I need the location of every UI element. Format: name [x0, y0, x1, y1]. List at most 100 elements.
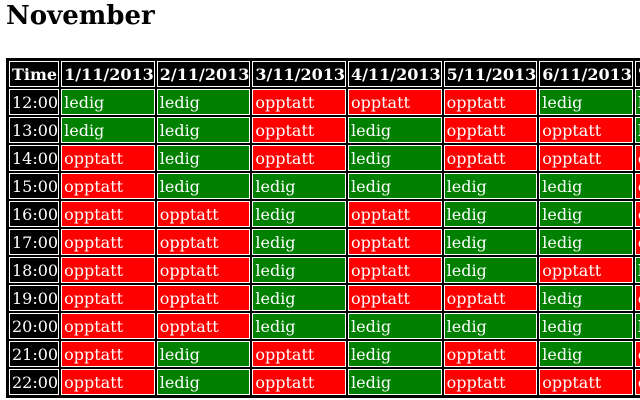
table-row: 20:00opptattopptattledigledigledigledigl…: [9, 313, 640, 339]
slot-free-cell: ledig: [347, 173, 442, 199]
slot-free-cell: ledig: [539, 341, 633, 367]
availability-table: Time 1/11/2013 2/11/2013 3/11/2013 4/11/201…: [6, 58, 640, 398]
time-column-header: Time: [9, 61, 60, 87]
time-cell: 16:00: [9, 201, 60, 227]
slot-busy-cell: opptatt: [634, 341, 640, 367]
page-title: November: [6, 1, 155, 31]
table-row: 14:00 opptatt ledig opptatt ledig opptatt oppt…: [9, 145, 640, 171]
date-column-header: 3/11/2013: [252, 61, 346, 87]
date-column-header: 1/11/2013: [61, 61, 155, 87]
slot-busy-cell: opptatt: [61, 369, 155, 395]
slot-free-cell: ledig: [156, 369, 251, 395]
table-body: 12:00 ledig ledig opptatt opptatt opptatt ledi…: [9, 89, 640, 395]
slot-free-cell: ledig: [539, 229, 633, 255]
time-cell: 13:00: [9, 117, 60, 143]
time-cell: 19:00: [9, 285, 60, 311]
table-row: 12:00 ledig ledig opptatt opptatt opptatt ledi…: [9, 89, 640, 115]
table-header-row: Time 1/11/2013 2/11/2013 3/11/2013 4/11/201…: [9, 61, 640, 87]
slot-busy-cell: opptatt: [347, 201, 442, 227]
table-row: 19:00 opptatt opptatt ledig opptatt opptatt le…: [9, 285, 640, 311]
slot-free-cell: ledig: [634, 89, 640, 115]
slot-free-cell: ledig: [252, 201, 346, 227]
slot-free-cell: ledig: [61, 89, 155, 115]
slot-free-cell: ledig: [156, 89, 251, 115]
slot-free-cell: ledig: [539, 89, 633, 115]
time-cell: 20:00: [9, 313, 60, 339]
table-row: 13:00 ledig ledig opptatt ledig opptatt opptat…: [9, 117, 640, 143]
slot-free-cell: ledig: [539, 201, 633, 227]
date-column-header: 7/11/2013: [634, 61, 640, 87]
time-cell: 22:00: [9, 369, 60, 395]
slot-busy-cell: opptatt: [61, 341, 155, 367]
slot-busy-cell: opptatt: [443, 285, 538, 311]
time-cell: 17:00: [9, 229, 60, 255]
slot-free-cell: ledig: [156, 173, 251, 199]
date-column-header: 6/11/2013: [539, 61, 633, 87]
slot-busy-cell: opptatt: [61, 145, 155, 171]
slot-busy-cell: opptatt: [61, 257, 155, 283]
slot-busy-cell: opptatt: [252, 117, 346, 143]
time-cell: 21:00: [9, 341, 60, 367]
slot-busy-cell: opptatt: [252, 341, 346, 367]
date-column-header: 4/11/2013: [347, 61, 442, 87]
slot-free-cell: ledig: [539, 173, 633, 199]
date-column-header: 2/11/2013: [156, 61, 251, 87]
slot-busy-cell: opptatt: [61, 201, 155, 227]
slot-free-cell: ledig: [539, 313, 633, 339]
slot-busy-cell: opptatt: [634, 229, 640, 255]
slot-busy-cell: opptatt: [61, 173, 155, 199]
slot-free-cell: ledig: [156, 145, 251, 171]
slot-busy-cell: opptatt: [156, 257, 251, 283]
slot-busy-cell: opptatt: [61, 285, 155, 311]
slot-busy-cell: opptatt: [252, 89, 346, 115]
time-cell: 14:00: [9, 145, 60, 171]
slot-free-cell: ledig: [252, 313, 346, 339]
slot-free-cell: ledig: [252, 229, 346, 255]
slot-busy-cell: opptatt: [539, 257, 633, 283]
slot-busy-cell: opptatt: [156, 285, 251, 311]
slot-busy-cell: opptatt: [539, 369, 633, 395]
slot-busy-cell: opptatt: [252, 145, 346, 171]
date-column-header: 5/11/2013: [443, 61, 538, 87]
slot-free-cell: ledig: [443, 257, 538, 283]
table-row: 16:00 opptatt opptatt ledig opptatt ledig ledi…: [9, 201, 640, 227]
slot-free-cell: ledig: [443, 173, 538, 199]
slot-busy-cell: opptatt: [443, 341, 538, 367]
slot-busy-cell: opptatt: [156, 313, 251, 339]
slot-free-cell: ledig: [156, 341, 251, 367]
slot-busy-cell: opptatt: [156, 201, 251, 227]
slot-free-cell: ledig: [347, 117, 442, 143]
table-row: 17:00 opptatt opptatt ledig opptatt ledig ledi…: [9, 229, 640, 255]
slot-free-cell: ledig: [252, 173, 346, 199]
slot-free-cell: ledig: [634, 313, 640, 339]
slot-busy-cell: opptatt: [634, 173, 640, 199]
slot-free-cell: ledig: [347, 341, 442, 367]
slot-free-cell: ledig: [252, 285, 346, 311]
time-cell: 18:00: [9, 257, 60, 283]
table-row: 22:00 opptatt ledig opptatt ledig opptatt oppt…: [9, 369, 640, 395]
slot-busy-cell: opptatt: [156, 229, 251, 255]
slot-busy-cell: opptatt: [634, 369, 640, 395]
slot-busy-cell: opptatt: [347, 257, 442, 283]
schedule-table-wrapper: Time 1/11/2013 2/11/2013 3/11/2013 4/11/201…: [6, 58, 640, 398]
slot-free-cell: ledig: [156, 117, 251, 143]
table-row: 21:00 opptatt ledig opptatt ledig opptatt ledi…: [9, 341, 640, 367]
slot-busy-cell: opptatt: [61, 229, 155, 255]
slot-free-cell: ledig: [347, 313, 442, 339]
slot-free-cell: ledig: [347, 145, 442, 171]
slot-free-cell: ledig: [634, 257, 640, 283]
slot-free-cell: ledig: [443, 313, 538, 339]
slot-free-cell: ledig: [634, 117, 640, 143]
slot-busy-cell: opptatt: [252, 369, 346, 395]
slot-free-cell: ledig: [539, 285, 633, 311]
slot-busy-cell: opptatt: [539, 145, 633, 171]
slot-busy-cell: opptatt: [347, 89, 442, 115]
slot-free-cell: ledig: [443, 201, 538, 227]
time-cell: 12:00: [9, 89, 60, 115]
slot-free-cell: ledig: [347, 369, 442, 395]
slot-busy-cell: opptatt: [443, 145, 538, 171]
time-cell: 15:00: [9, 173, 60, 199]
slot-busy-cell: opptatt: [443, 117, 538, 143]
slot-busy-cell: opptatt: [634, 145, 640, 171]
